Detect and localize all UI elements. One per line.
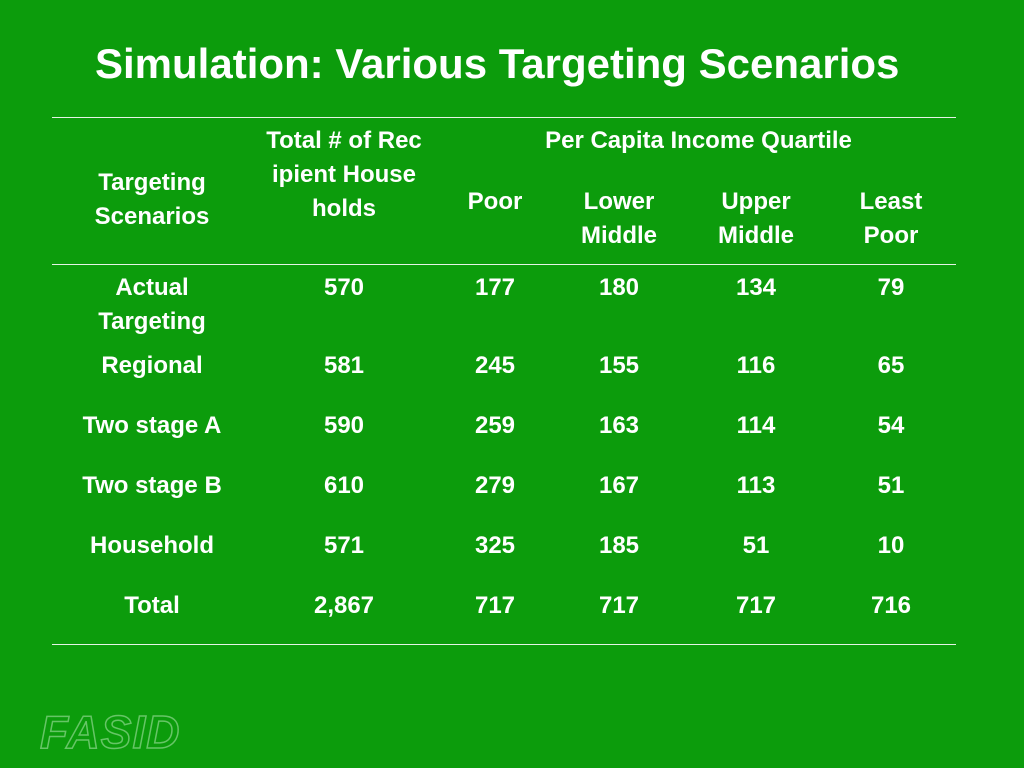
cell-least-poor: 54	[877, 412, 905, 439]
cell-poor: 245	[474, 352, 516, 379]
cell-total: 610	[323, 472, 365, 499]
cell-least-poor: 79	[877, 274, 905, 301]
cell-least-poor: 10	[877, 532, 905, 559]
row-scenario-actual-targeting: Actual Targeting	[52, 271, 252, 339]
header-total-recipients: Total # of Recipient Households	[262, 124, 426, 226]
row-scenario-two-stage-a: Two stage A	[82, 412, 222, 439]
cell-poor: 177	[474, 274, 516, 301]
cell-poor: 325	[474, 532, 516, 559]
header-targeting-scenarios: Targeting Scenarios	[52, 166, 252, 234]
header-least-poor: Least Poor	[830, 185, 952, 253]
cell-total: 590	[323, 412, 365, 439]
cell-lower-middle: 185	[598, 532, 640, 559]
row-scenario-household: Household	[90, 532, 214, 559]
cell-total: 570	[323, 274, 365, 301]
cell-lower-middle: 717	[598, 592, 640, 619]
cell-upper-middle: 114	[736, 412, 776, 439]
row-scenario-total: Total	[124, 592, 180, 619]
fasid-logo: FASID	[39, 706, 181, 758]
header-lower-middle: Lower Middle	[555, 185, 683, 253]
cell-upper-middle: 116	[736, 352, 776, 379]
cell-total: 2,867	[313, 592, 375, 619]
header-income-quartile: Per Capita Income Quartile	[545, 127, 852, 154]
table-bottom-rule	[52, 644, 956, 645]
cell-upper-middle: 717	[735, 592, 777, 619]
header-targeting-scenarios-label: Targeting Scenarios	[94, 169, 210, 230]
cell-lower-middle: 163	[598, 412, 640, 439]
cell-least-poor: 716	[870, 592, 912, 619]
cell-upper-middle: 134	[735, 274, 777, 301]
table-top-rule	[52, 117, 956, 118]
row-scenario-regional: Regional	[101, 352, 203, 379]
cell-upper-middle: 51	[742, 532, 770, 559]
cell-lower-middle: 167	[598, 472, 640, 499]
table-header-rule	[52, 264, 956, 265]
row-scenario-label: Actual Targeting	[98, 274, 206, 335]
cell-least-poor: 65	[877, 352, 905, 379]
cell-poor: 259	[474, 412, 516, 439]
header-least-poor-label: Least Poor	[859, 188, 923, 249]
cell-poor: 279	[474, 472, 516, 499]
cell-lower-middle: 180	[598, 274, 640, 301]
cell-total: 571	[323, 532, 365, 559]
header-upper-middle: Upper Middle	[690, 185, 822, 253]
header-lower-middle-label: Lower Middle	[581, 188, 657, 249]
cell-upper-middle: 113	[736, 472, 776, 499]
cell-total: 581	[323, 352, 365, 379]
cell-least-poor: 51	[877, 472, 905, 499]
header-poor: Poor	[467, 188, 523, 215]
slide-title: Simulation: Various Targeting Scenarios	[95, 40, 900, 87]
row-scenario-two-stage-b: Two stage B	[82, 472, 222, 499]
cell-poor: 717	[474, 592, 516, 619]
header-upper-middle-label: Upper Middle	[718, 188, 794, 249]
cell-lower-middle: 155	[598, 352, 640, 379]
header-total-recipients-label: Total # of Recipient Households	[266, 127, 422, 222]
